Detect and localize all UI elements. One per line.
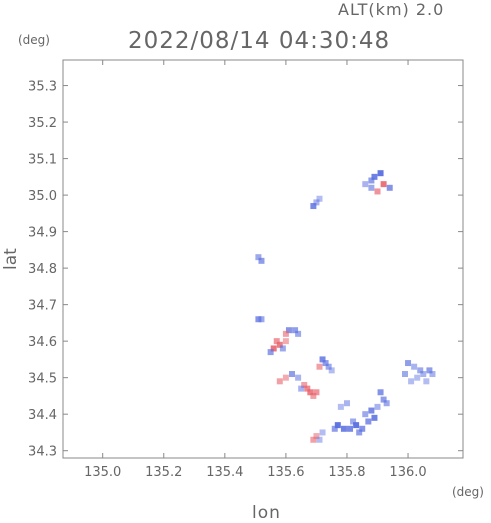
y-tick-label: 34.8 [28,262,57,277]
data-cell [325,363,332,370]
data-cell [426,367,433,374]
y-tick-label: 34.9 [28,226,57,241]
data-cell [374,403,381,410]
y-axis-ticks: 34.3 34.4 34.5 34.6 34.7 34.8 34.9 35.0 35.1 35.2… [28,80,463,460]
data-cell [310,436,317,443]
data-cell [365,418,372,425]
data-cell [401,371,408,378]
altitude-label: ALT(km) 2.0 [338,0,445,19]
data-cell [267,349,274,356]
data-cell [420,371,427,378]
data-cell [423,378,430,385]
data-cell [417,367,424,374]
data-cell [377,170,384,177]
y-axis-unit: (deg) [18,33,50,47]
data-cell [340,425,347,432]
data-cell [310,203,317,210]
data-cell [362,181,369,188]
data-cell [282,330,289,337]
data-cell [380,181,387,188]
data-cell [276,378,283,385]
data-cell [322,360,329,367]
data-cell [282,338,289,345]
data-cell [368,177,375,184]
y-tick-label: 34.3 [28,445,57,460]
data-cell [377,389,384,396]
data-cell [328,367,335,374]
data-cell [319,356,326,363]
data-cell [313,433,320,440]
data-cell [316,195,323,202]
data-cell [304,385,311,392]
data-cell [276,341,283,348]
data-cell [255,316,262,323]
data-cell [374,188,381,195]
data-cell [258,257,265,264]
data-cell [380,396,387,403]
data-cell [285,327,292,334]
data-cell [411,363,418,370]
data-cell [408,378,415,385]
y-tick-label: 34.4 [28,408,57,423]
x-axis-label: lon [252,503,281,523]
data-cell [359,425,366,432]
y-tick-label: 35.0 [28,189,57,204]
data-cell [319,429,326,436]
data-cell [301,381,308,388]
data-cell [316,436,323,443]
data-cell [331,425,338,432]
data-cells [255,170,436,443]
x-tick-label: 135.4 [206,465,243,480]
data-cell [337,403,344,410]
data-cell [405,360,412,367]
data-cell [368,407,375,414]
data-cell [414,374,421,381]
y-tick-label: 35.3 [28,80,57,95]
data-cell [282,374,289,381]
x-tick-label: 136.0 [389,465,426,480]
x-tick-label: 135.2 [145,465,182,480]
y-tick-label: 35.2 [28,116,57,131]
data-cell [350,418,357,425]
y-tick-label: 34.6 [28,335,57,350]
data-cell [273,338,280,345]
data-cell [356,429,363,436]
data-cell [313,199,320,206]
data-cell [429,371,436,378]
data-cell [289,371,296,378]
data-cell [316,363,323,370]
data-cell [334,422,341,429]
x-tick-label: 135.8 [328,465,365,480]
data-cell [353,422,360,429]
data-cell [313,389,320,396]
data-cell [386,184,393,191]
data-cell [295,330,302,337]
data-cell [298,385,305,392]
x-tick-label: 135.0 [84,465,121,480]
data-cell [295,374,302,381]
data-cell [307,389,314,396]
data-cell [292,327,299,334]
x-axis-ticks: 135.0 135.2 135.4 135.6 135.8 136.0 [84,60,427,480]
data-cell [347,425,354,432]
data-cell [270,345,277,352]
y-tick-label: 34.7 [28,299,57,314]
x-tick-label: 135.6 [267,465,304,480]
data-cell [255,254,262,261]
data-cell [368,184,375,191]
data-cell [279,345,286,352]
data-cell [371,173,378,180]
data-cell [362,411,369,418]
data-cell [371,414,378,421]
data-cell [310,392,317,399]
data-cell [258,316,265,323]
data-cell [383,400,390,407]
y-tick-label: 34.5 [28,372,57,387]
data-cell [343,400,350,407]
x-axis-unit: (deg) [452,485,484,499]
y-tick-label: 35.1 [28,153,57,168]
chart-title-datetime: 2022/08/14 04:30:48 [128,28,391,54]
